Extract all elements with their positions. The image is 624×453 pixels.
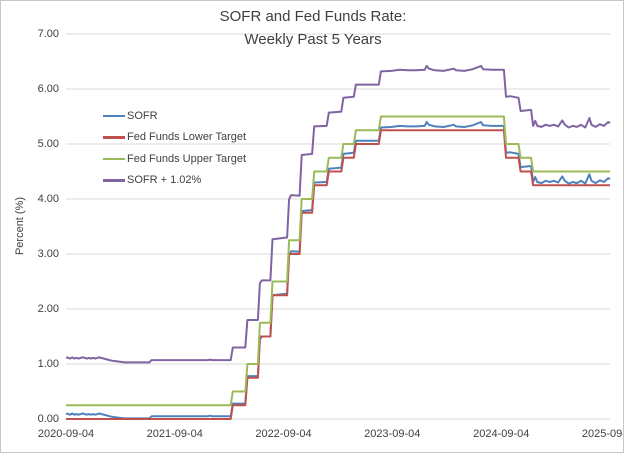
- y-tick-label: 0.00: [37, 413, 59, 425]
- chart-title: SOFR and Fed Funds Rate: Weekly Past 5 Y…: [1, 5, 623, 51]
- x-tick-label: 2025-09-04: [581, 428, 623, 440]
- y-tick-label: 2.00: [37, 303, 59, 315]
- x-tick-label: 2021-09-04: [146, 428, 203, 440]
- series-line-sofr: [65, 121, 611, 420]
- legend-item: SOFR + 1.02%: [103, 170, 246, 192]
- x-tick-label: 2022-09-04: [255, 428, 312, 440]
- legend-label: Fed Funds Lower Target: [127, 131, 247, 144]
- legend-item: SOFR: [103, 105, 246, 127]
- legend-item: Fed Funds Lower Target: [103, 127, 246, 149]
- chart-title-line1: SOFR and Fed Funds Rate:: [219, 8, 407, 25]
- series-line-fed-funds-lower-target: [66, 129, 610, 420]
- y-tick-label: 4.00: [37, 193, 59, 205]
- legend-label: SOFR: [127, 109, 158, 122]
- series-lines: [65, 64, 611, 420]
- series-line-sofr-1-02: [65, 64, 611, 364]
- series-line-fed-funds-upper-target: [66, 115, 610, 407]
- chart-title-line2: Weekly Past 5 Years: [244, 31, 382, 48]
- legend-label: SOFR + 1.02%: [127, 174, 202, 187]
- y-tick-label: 5.00: [37, 138, 59, 150]
- x-tick-label: 2020-09-04: [37, 428, 95, 440]
- legend-swatch-icon: [103, 114, 125, 117]
- y-tick-label: 1.00: [37, 358, 59, 370]
- y-tick-label: 6.00: [37, 83, 59, 95]
- y-tick-label: 3.00: [37, 248, 59, 260]
- legend-label: Fed Funds Upper Target: [127, 152, 247, 165]
- legend-swatch-icon: [103, 179, 125, 182]
- legend-swatch-icon: [103, 157, 125, 160]
- gridlines: [66, 33, 610, 420]
- x-tick-label: 2024-09-04: [473, 428, 530, 440]
- legend-swatch-icon: [103, 136, 125, 139]
- legend: SOFR Fed Funds Lower Target Fed Funds Uppe…: [103, 105, 246, 191]
- y-tick-label: 7.00: [37, 28, 59, 40]
- x-tick-label: 2023-09-04: [364, 428, 421, 440]
- legend-item: Fed Funds Upper Target: [103, 148, 246, 170]
